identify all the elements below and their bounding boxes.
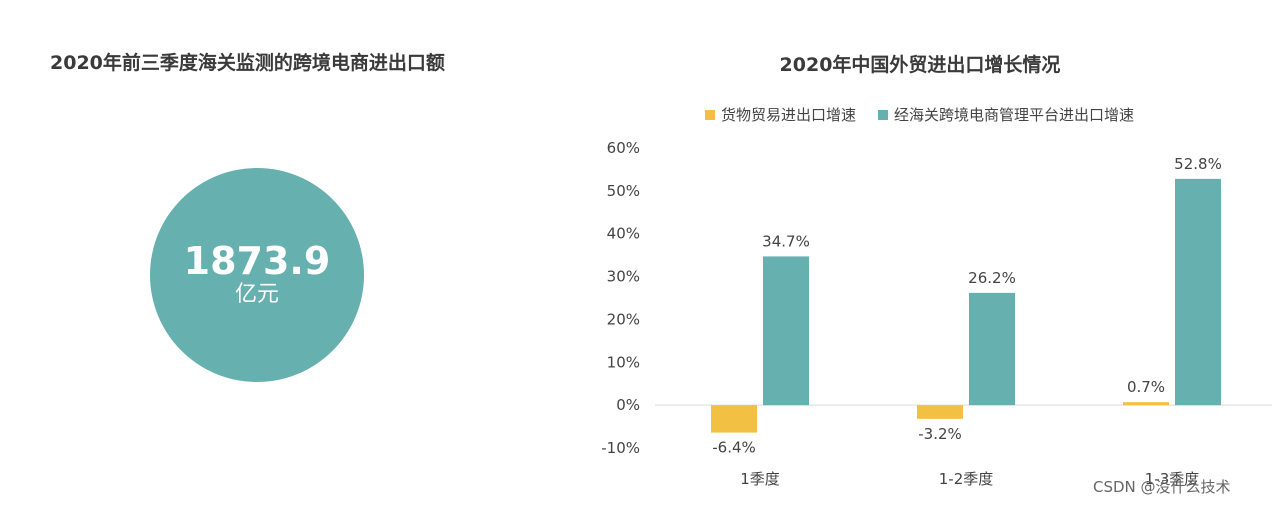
data-label: -3.2%: [918, 425, 962, 443]
legend-item-cross-border-ecommerce: 经海关跨境电商管理平台进出口增速: [878, 104, 1134, 125]
y-tick-label: 0%: [616, 396, 640, 414]
chart-legend: 货物贸易进出口增速 经海关跨境电商管理平台进出口增速: [705, 104, 1156, 125]
bar-goods-trade: [1123, 402, 1169, 406]
y-tick-label: -10%: [601, 439, 640, 457]
x-category-label: 1-2季度: [939, 470, 994, 488]
data-label: 26.2%: [968, 269, 1016, 287]
y-tick-label: 30%: [607, 268, 640, 286]
y-tick-label: 60%: [607, 139, 640, 157]
bar-cross-border-ecommerce: [969, 292, 1015, 406]
bar-goods-trade: [711, 405, 757, 433]
bar-cross-border-ecommerce: [1175, 178, 1221, 406]
data-label: 34.7%: [762, 232, 810, 250]
legend-label-cross-border-ecommerce: 经海关跨境电商管理平台进出口增速: [894, 106, 1135, 124]
legend-swatch-cross-border-ecommerce: [878, 109, 889, 120]
bar-cross-border-ecommerce: [763, 256, 809, 406]
watermark: CSDN @没什么技术: [1093, 478, 1231, 496]
total-value-circle: 1873.9 亿元: [150, 168, 364, 382]
legend-swatch-goods-trade: [705, 109, 715, 120]
x-category-label: 1-3季度: [1145, 470, 1200, 488]
bar-goods-trade: [917, 405, 963, 419]
chart-title: 2020年中国外贸进出口增长情况: [779, 54, 1061, 76]
y-tick-label: 20%: [607, 310, 640, 328]
y-tick-label: 50%: [607, 182, 640, 200]
legend-item-goods-trade: 货物贸易进出口增速: [705, 104, 856, 125]
y-tick-label: 10%: [607, 353, 640, 371]
data-label: -6.4%: [712, 439, 756, 457]
x-category-label: 1季度: [740, 470, 780, 488]
total-value-unit: 亿元: [234, 281, 279, 307]
total-value: 1873.9: [183, 238, 331, 283]
legend-label-goods-trade: 货物贸易进出口增速: [721, 106, 857, 124]
data-label: 0.7%: [1127, 378, 1165, 396]
y-tick-label: 40%: [607, 225, 640, 243]
left-panel-title: 2020年前三季度海关监测的跨境电商进出口额: [50, 52, 445, 74]
data-label: 52.8%: [1174, 155, 1222, 173]
